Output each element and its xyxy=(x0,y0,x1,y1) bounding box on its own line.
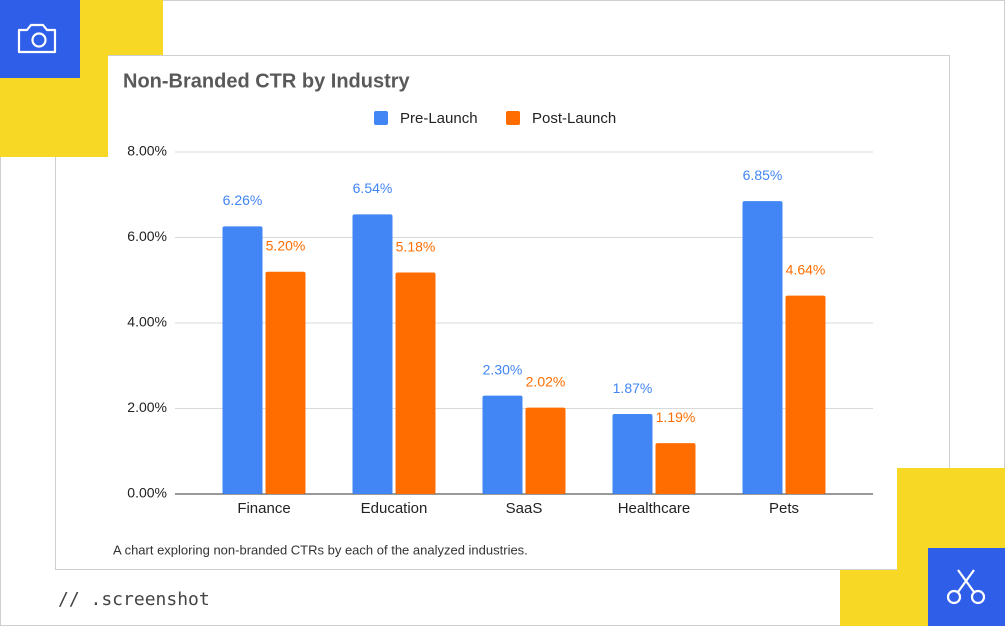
value-label: 1.87% xyxy=(613,380,653,396)
x-tick-label: Education xyxy=(361,500,428,517)
bar xyxy=(655,443,696,494)
value-label: 6.54% xyxy=(353,180,393,196)
scissors-badge xyxy=(928,548,1005,626)
value-label: 5.18% xyxy=(396,238,436,254)
camera-icon xyxy=(17,23,57,54)
legend-label: Pre-Launch xyxy=(400,110,478,127)
y-tick-label: 8.00% xyxy=(127,143,167,159)
bar xyxy=(482,395,523,494)
x-tick-label: SaaS xyxy=(506,500,543,517)
value-label: 2.30% xyxy=(483,361,523,377)
y-tick-label: 2.00% xyxy=(127,399,167,415)
scissors-icon xyxy=(946,569,986,605)
legend-label: Post-Launch xyxy=(532,110,616,127)
value-label: 1.19% xyxy=(656,409,696,425)
x-tick-label: Finance xyxy=(237,500,290,517)
value-label: 6.85% xyxy=(743,167,783,183)
bar xyxy=(222,226,263,494)
value-label: 4.64% xyxy=(786,261,826,277)
value-label: 5.20% xyxy=(266,237,306,253)
value-label: 6.26% xyxy=(223,192,263,208)
bar xyxy=(525,407,566,494)
y-tick-label: 6.00% xyxy=(127,228,167,244)
bar xyxy=(265,271,306,494)
bar xyxy=(352,214,393,495)
y-tick-label: 0.00% xyxy=(127,485,167,501)
camera-badge xyxy=(0,0,80,78)
bar xyxy=(395,272,436,494)
x-tick-label: Pets xyxy=(769,500,799,517)
bar xyxy=(742,201,783,494)
bar xyxy=(612,414,653,494)
chart-title: Non-Branded CTR by Industry xyxy=(123,70,411,92)
footer: // .screenshot xyxy=(58,589,210,610)
legend-swatch xyxy=(374,111,388,125)
legend-swatch xyxy=(506,111,520,125)
caption: A chart exploring non-branded CTRs by ea… xyxy=(113,542,528,557)
x-tick-label: Healthcare xyxy=(618,500,691,517)
bar xyxy=(785,295,826,494)
y-tick-label: 4.00% xyxy=(127,314,167,330)
value-label: 2.02% xyxy=(526,373,566,389)
